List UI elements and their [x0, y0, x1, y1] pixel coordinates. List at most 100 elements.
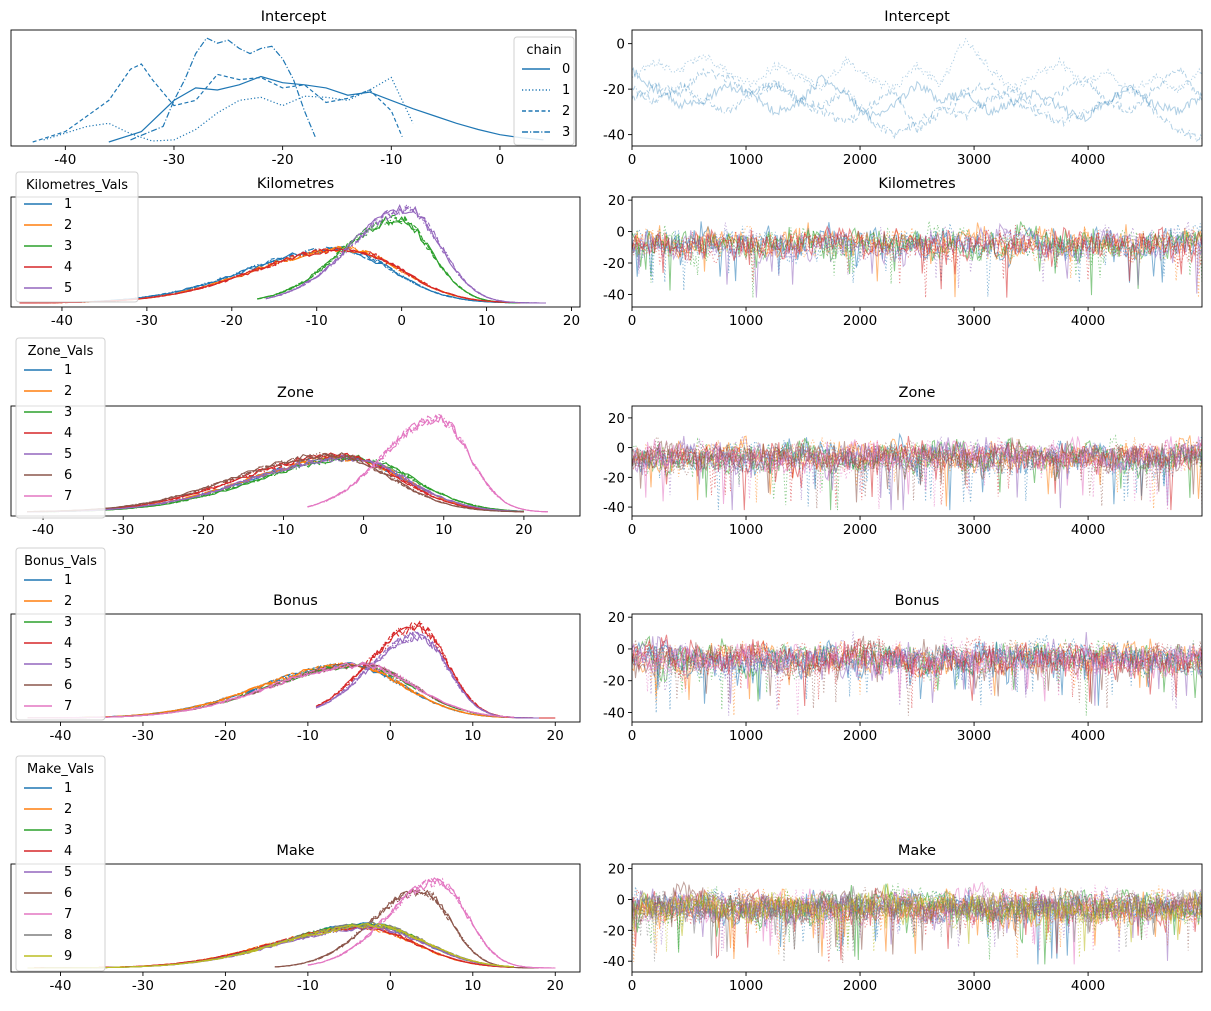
y-tick-label: -20	[603, 256, 625, 272]
legend-label: 7	[64, 907, 72, 922]
trace-line	[632, 887, 1202, 958]
legend-label: 2	[64, 594, 72, 609]
kde-curve	[265, 203, 546, 304]
x-tick-label: 4000	[1071, 152, 1105, 168]
trace-line	[632, 637, 1202, 716]
x-tick-label: 0	[628, 978, 637, 994]
x-tick-label: -30	[132, 728, 154, 744]
trace-line	[632, 638, 1202, 716]
legend-box	[15, 547, 106, 721]
legend-title: Bonus_Vals	[24, 554, 97, 569]
x-tick-label: 4000	[1071, 522, 1105, 538]
kde-curve	[257, 215, 546, 304]
x-tick-label: -40	[54, 152, 76, 168]
plot-area	[27, 876, 556, 969]
x-tick-label: 3000	[957, 152, 991, 168]
trace-panel: Make -40 -20 0 20 0 1000 2000 3000 4000	[603, 843, 1203, 994]
trace-line	[632, 435, 1202, 510]
y-tick-label: 20	[608, 610, 625, 626]
kde-curve	[307, 877, 556, 969]
axes-frame	[10, 863, 581, 973]
legend-label: 7	[64, 699, 72, 714]
legend: Make_Vals 1 2 3 4 5 6 7 8 9	[15, 755, 106, 972]
x-tick-label: -10	[306, 313, 328, 329]
legend: Kilometres_Vals 1 2 3 4 5	[15, 171, 139, 303]
plot-area	[632, 37, 1202, 143]
trace-line	[632, 887, 1202, 963]
plot-area	[632, 631, 1202, 716]
kde-curve	[27, 454, 524, 513]
legend-label: 1	[64, 573, 72, 588]
x-tick-label: 3000	[957, 978, 991, 994]
x-tick-label: 0	[359, 522, 368, 538]
panel-title: Zone	[899, 385, 936, 401]
kde-curve	[274, 889, 539, 969]
kde-curve	[265, 206, 546, 304]
x-tick-label: 1000	[729, 978, 763, 994]
trace-line	[632, 67, 1202, 123]
legend-label: 2	[64, 384, 72, 399]
x-tick-label: -30	[112, 522, 134, 538]
legend-label: 1	[64, 363, 72, 378]
kde-curve	[108, 75, 544, 143]
panel-title: Intercept	[261, 9, 327, 25]
trace-line	[632, 221, 1202, 283]
kde-panel: Zone -40 -30 -20 -10 0 10 20 Zone_Vals 1 2 3 4 5 6 7	[10, 337, 581, 538]
kde-curve	[27, 456, 524, 513]
trace-line	[632, 225, 1202, 298]
trace-panel: Zone -40 -20 0 20 0 1000 2000 3000 4000	[603, 385, 1203, 538]
legend-label: 4	[64, 844, 72, 859]
trace-line	[632, 437, 1202, 503]
legend-label: 4	[64, 260, 72, 275]
legend-label: 5	[64, 865, 72, 880]
y-tick-label: -20	[603, 82, 625, 98]
x-tick-label: -30	[163, 152, 185, 168]
legend: Zone_Vals 1 2 3 4 5 6 7	[15, 337, 106, 519]
trace-line	[632, 225, 1202, 298]
x-tick-label: 0	[628, 728, 637, 744]
x-tick-label: 20	[547, 728, 564, 744]
kde-panel: Kilometres -40 -30 -20 -10 0 10 20 Kilometres_Va…	[10, 171, 581, 329]
legend-label: 9	[64, 949, 72, 964]
x-tick-label: 20	[563, 313, 580, 329]
legend-box	[15, 337, 106, 519]
legend-label: 2	[562, 104, 570, 119]
x-tick-label: 2000	[843, 313, 877, 329]
x-tick-label: 2000	[843, 152, 877, 168]
kde-curve	[26, 456, 524, 513]
kde-curve	[274, 889, 539, 969]
plot-area	[632, 881, 1202, 965]
trace-line	[632, 883, 1202, 952]
legend-label: 0	[562, 62, 570, 77]
trace-line	[632, 636, 1202, 716]
trace-line	[632, 436, 1202, 505]
panel-title: Make	[898, 843, 936, 859]
axes-frame	[10, 29, 577, 147]
x-tick-label: 0	[628, 313, 637, 329]
panel-title: Bonus	[895, 593, 940, 609]
x-tick-label: 20	[547, 978, 564, 994]
trace-line	[632, 634, 1202, 713]
axes-frame	[631, 405, 1203, 517]
trace-panel: Kilometres -40 -20 0 20 0 1000 2000 3000 4000	[603, 176, 1203, 329]
kde-curve	[26, 452, 524, 513]
plot-area	[32, 37, 544, 143]
x-tick-label: 0	[397, 313, 406, 329]
x-tick-label: 1000	[729, 522, 763, 538]
x-tick-label: -20	[214, 978, 236, 994]
x-tick-label: -10	[297, 978, 319, 994]
kde-curve	[27, 662, 515, 719]
x-tick-label: -30	[132, 978, 154, 994]
x-tick-label: 0	[628, 522, 637, 538]
x-tick-label: 3000	[957, 313, 991, 329]
y-tick-label: -40	[603, 500, 625, 516]
y-tick-label: 0	[616, 441, 625, 457]
kde-curve	[307, 413, 548, 513]
legend-title: Make_Vals	[27, 762, 94, 777]
legend-label: 5	[64, 447, 72, 462]
legend-title: chain	[526, 43, 561, 58]
legend-label: 3	[64, 615, 72, 630]
x-tick-label: 2000	[843, 978, 877, 994]
trace-line	[632, 65, 1202, 134]
